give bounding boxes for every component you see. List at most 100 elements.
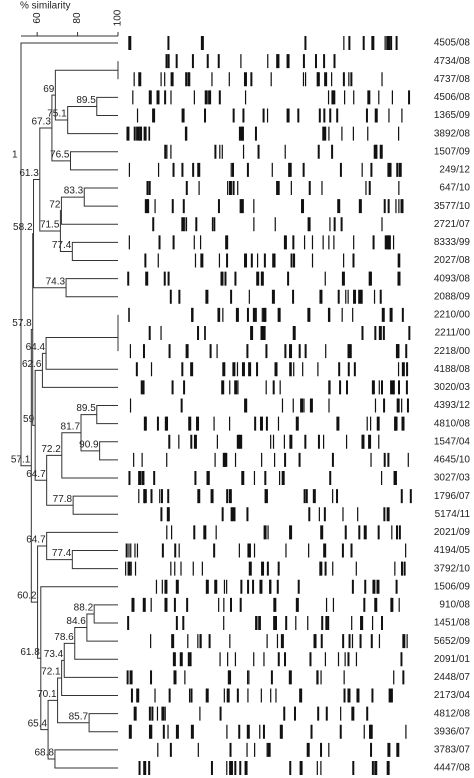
gel-band — [303, 235, 306, 250]
gel-band — [277, 561, 280, 576]
node-label: 89.5 — [76, 95, 96, 106]
gel-band — [218, 307, 221, 322]
gel-band — [357, 507, 359, 522]
gel-band — [156, 706, 159, 721]
gel-band — [368, 434, 372, 449]
gel-band — [228, 72, 230, 87]
gel-band — [383, 507, 386, 522]
gel-band — [394, 416, 397, 431]
gel-band — [350, 72, 353, 87]
gel-band — [230, 162, 232, 177]
gel-band — [374, 597, 378, 612]
gel-band — [241, 199, 244, 214]
gel-band — [187, 72, 190, 87]
gel-band — [205, 688, 209, 703]
gel-band — [262, 724, 265, 739]
gel-band — [244, 398, 248, 413]
tree-branch — [96, 405, 118, 425]
gel-band — [148, 724, 151, 739]
gel-band — [361, 326, 364, 340]
gel-band — [398, 253, 401, 268]
gel-band — [308, 543, 310, 558]
gel-band — [328, 126, 330, 141]
gel-band — [283, 235, 287, 250]
gel-band — [256, 362, 259, 377]
gel-band — [384, 36, 386, 50]
gel-band — [261, 561, 265, 576]
gel-band — [391, 525, 393, 540]
gel-band — [238, 126, 242, 141]
tree-branch — [71, 550, 118, 570]
gel-band — [382, 326, 385, 340]
gel-band — [358, 525, 361, 540]
gel-band — [343, 670, 345, 685]
gel-band — [406, 362, 409, 377]
gel-band — [320, 525, 324, 540]
gel-band — [312, 489, 316, 504]
gel-band — [175, 616, 178, 630]
gel-band — [329, 217, 331, 232]
node-label: 57.8 — [12, 318, 32, 329]
gel-band — [378, 326, 382, 340]
gel-band — [175, 724, 179, 739]
gel-band — [227, 181, 229, 195]
gel-band — [347, 289, 349, 304]
tree-branch — [67, 105, 118, 135]
gel-band — [181, 162, 184, 177]
gel-band — [320, 742, 323, 757]
gel-band — [395, 344, 399, 359]
gel-band — [337, 199, 341, 214]
gel-band — [343, 688, 346, 703]
gel-band — [388, 162, 392, 177]
strain-label: 3892/08 — [434, 128, 471, 139]
gel-band — [353, 362, 356, 377]
gel-band — [242, 144, 245, 159]
gel-band — [373, 289, 376, 304]
gel-band — [378, 634, 381, 649]
gel-band — [370, 416, 372, 431]
gel-band — [150, 362, 153, 377]
gel-band — [332, 90, 336, 105]
strain-label: 3577/10 — [434, 201, 471, 212]
gel-band — [401, 652, 403, 667]
gel-band — [166, 452, 168, 467]
gel-band — [170, 561, 172, 576]
gel-band — [213, 543, 216, 558]
gel-band — [239, 761, 242, 775]
gel-band — [391, 90, 393, 105]
gel-band — [300, 398, 304, 413]
node-label: 58.2 — [13, 222, 33, 233]
tree-branch — [70, 151, 118, 171]
gel-band — [127, 616, 130, 630]
gel-band — [324, 72, 328, 87]
gel-band — [166, 507, 170, 522]
strain-label: 5652/09 — [434, 636, 471, 647]
gel-band — [295, 416, 299, 431]
tree-branch — [88, 713, 118, 733]
gel-band — [365, 108, 368, 123]
gel-band — [190, 688, 193, 703]
gel-band — [128, 543, 130, 558]
gel-band — [314, 54, 317, 69]
gel-band — [198, 489, 201, 504]
gel-band — [211, 72, 213, 87]
gel-band — [255, 616, 258, 630]
gel-band — [241, 126, 244, 141]
gel-band — [293, 362, 295, 377]
tree-branch — [93, 604, 118, 624]
gel-band — [261, 452, 263, 467]
gel-band — [180, 398, 183, 413]
gel-band — [290, 434, 293, 449]
gel-band — [370, 162, 373, 177]
gel-band — [199, 235, 202, 250]
gel-band — [360, 616, 364, 630]
gel-band — [246, 162, 249, 177]
gel-band — [380, 471, 383, 485]
gel-band — [272, 380, 275, 395]
gel-band — [234, 452, 237, 467]
gel-band — [307, 217, 311, 232]
gel-band — [234, 761, 237, 775]
gel-band — [128, 36, 132, 50]
gel-band — [168, 344, 171, 359]
gel-band — [223, 616, 225, 630]
